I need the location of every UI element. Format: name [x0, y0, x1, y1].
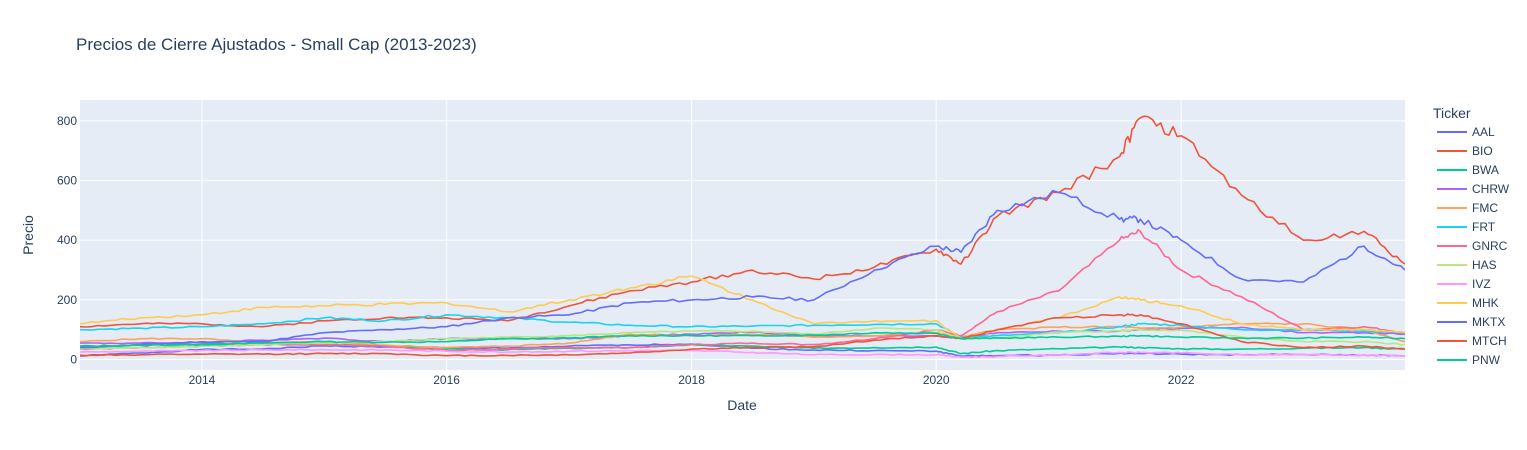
series-line-ivz	[80, 348, 1405, 359]
series-line-mtch	[80, 313, 1405, 357]
y-axis-ticks: 0 200 400 600 800	[57, 114, 77, 367]
legend-item-mtch[interactable]: MTCH	[1472, 334, 1507, 348]
y-tick-label: 600	[57, 174, 77, 188]
series-line-gnrc	[80, 228, 1405, 352]
legend-item-aal[interactable]: AAL	[1472, 125, 1495, 139]
x-tick-label: 2022	[1168, 373, 1195, 387]
legend-item-mhk[interactable]: MHK	[1472, 296, 1499, 310]
legend-item-ivz[interactable]: IVZ	[1472, 277, 1491, 291]
series-line-aal	[80, 343, 1405, 358]
x-tick-label: 2020	[923, 373, 950, 387]
x-axis-title: Date	[727, 397, 757, 413]
y-tick-label: 200	[57, 293, 77, 307]
series-line-pnw	[80, 331, 1405, 348]
legend-item-frt[interactable]: FRT	[1472, 220, 1496, 234]
y-axis-title: Precio	[20, 215, 36, 255]
legend-title: Ticker	[1433, 105, 1471, 121]
legend-item-gnrc[interactable]: GNRC	[1472, 239, 1508, 253]
x-axis-ticks: 2014 2016 2018 2020 2022	[189, 373, 1195, 387]
plot-area	[80, 100, 1405, 370]
series-line-mktx	[80, 189, 1405, 349]
series-line-frt	[80, 313, 1405, 339]
y-tick-label: 0	[70, 353, 77, 367]
x-tick-label: 2016	[433, 373, 460, 387]
legend: Ticker AAL BIO BWA CHRW FMC FRT GNRC HAS IVZ MHK M…	[1433, 105, 1510, 367]
legend-item-bwa[interactable]: BWA	[1472, 163, 1499, 177]
gridlines	[80, 100, 1405, 370]
series-lines	[80, 115, 1405, 359]
legend-item-has[interactable]: HAS	[1472, 258, 1497, 272]
chart-title: Precios de Cierre Ajustados - Small Cap …	[76, 35, 477, 54]
y-tick-label: 800	[57, 114, 77, 128]
legend-item-pnw[interactable]: PNW	[1472, 353, 1501, 367]
series-line-mhk	[80, 275, 1405, 340]
legend-item-mktx[interactable]: MKTX	[1472, 315, 1505, 329]
y-tick-label: 400	[57, 233, 77, 247]
legend-item-bio[interactable]: BIO	[1472, 144, 1493, 158]
legend-item-fmc[interactable]: FMC	[1472, 201, 1498, 215]
x-tick-label: 2018	[678, 373, 705, 387]
x-tick-label: 2014	[189, 373, 216, 387]
series-line-has	[80, 327, 1405, 350]
series-line-bio	[80, 115, 1405, 328]
legend-item-chrw[interactable]: CHRW	[1472, 182, 1510, 196]
